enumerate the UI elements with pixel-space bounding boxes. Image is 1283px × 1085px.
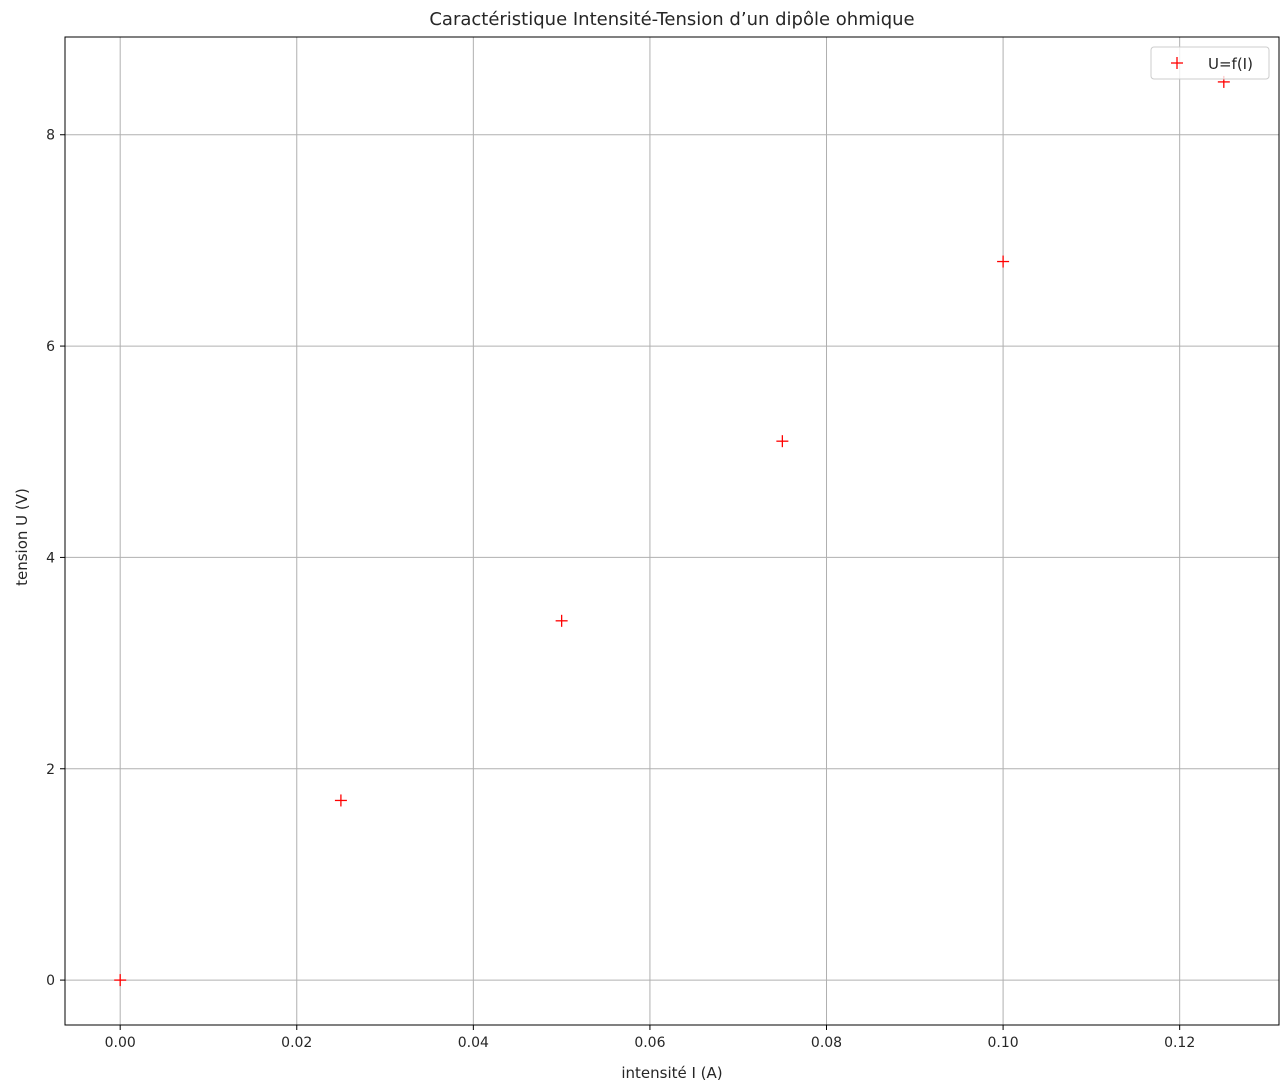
x-axis-title: intensité I (A) [621,1064,722,1082]
y-tick-label: 6 [46,339,55,355]
x-tick-label: 0.00 [105,1035,136,1051]
y-tick-label: 4 [46,550,55,566]
legend-box [1150,46,1270,80]
x-tick-label: 0.02 [281,1035,312,1051]
y-axis-ticks: 0 2 4 6 8 [46,128,65,989]
y-tick-label: 2 [46,762,55,778]
x-tick-label: 0.10 [988,1035,1019,1051]
legend: U=f(I) [1150,46,1270,80]
x-tick-label: 0.04 [458,1035,489,1051]
x-tick-label: 0.06 [634,1035,665,1051]
x-tick-label: 0.08 [811,1035,842,1051]
x-axis-ticks: 0.00 0.02 0.04 0.06 0.08 0.10 0.12 [105,1025,1195,1051]
x-tick-label: 0.12 [1164,1035,1195,1051]
data-point [555,614,568,627]
legend-plus-mark [1171,57,1183,69]
legend-label: U=f(I) [1208,55,1253,73]
data-point [114,974,127,987]
legend-marker-plus-icon [1171,57,1183,69]
y-axis-title: tension U (V) [13,488,31,586]
plot-background [65,37,1279,1025]
grid-lines [65,37,1279,1025]
data-points [114,75,1230,987]
data-point [334,794,347,807]
data-point [997,255,1010,268]
plot-frame [64,36,1280,1026]
y-tick-label: 0 [46,973,55,989]
data-point [776,435,789,448]
y-tick-label: 8 [46,128,55,144]
chart-title: Caractéristique Intensité-Tension d’un d… [429,9,914,30]
